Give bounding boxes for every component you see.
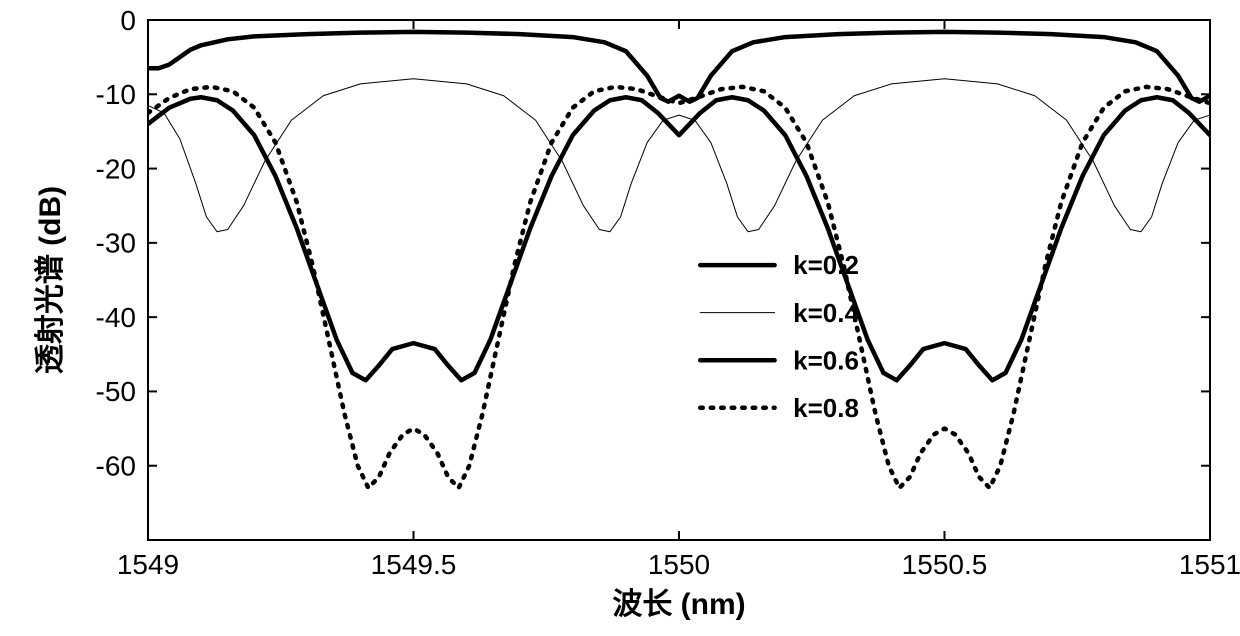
legend: k=0.2 k=0.4 k=0.6 k=0.8 — [700, 250, 859, 423]
y-tick-label: -10 — [96, 79, 136, 110]
y-tick-label: -60 — [96, 451, 136, 482]
x-tick-label: 1550 — [648, 549, 710, 580]
x-tick-label: 1550.5 — [902, 549, 988, 580]
x-tick-label: 1551 — [1179, 549, 1240, 580]
legend-label: k=0.8 — [793, 393, 859, 423]
plot-lines — [148, 32, 1210, 488]
series-line — [148, 87, 1210, 488]
x-tick-label: 1549 — [117, 549, 179, 580]
series-line — [148, 32, 1210, 102]
y-tick-label: -50 — [96, 376, 136, 407]
transmission-spectrum-chart: 1549 1549.5 1550 1550.5 1551 -60 -50 -40 -30 -20 -… — [0, 0, 1240, 636]
y-axis-label: 透射光谱 (dB) — [34, 186, 67, 374]
x-axis-label: 波长 (nm) — [612, 588, 745, 621]
x-tick-label: 1549.5 — [371, 549, 457, 580]
y-tick-label: -20 — [96, 153, 136, 184]
legend-label: k=0.4 — [793, 298, 859, 328]
legend-label: k=0.2 — [793, 250, 859, 280]
y-tick-label: 0 — [120, 5, 136, 36]
y-tick-label: -30 — [96, 228, 136, 259]
y-tick-label: -40 — [96, 302, 136, 333]
legend-label: k=0.6 — [793, 345, 859, 375]
